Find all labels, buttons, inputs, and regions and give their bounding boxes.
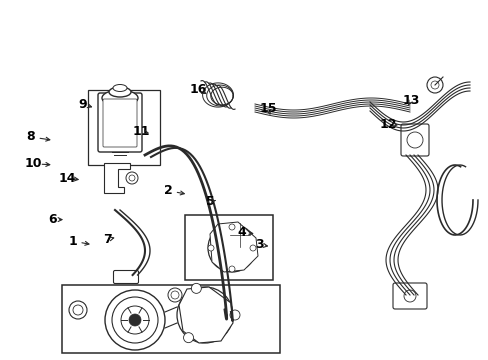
Circle shape: [406, 132, 422, 148]
Text: 15: 15: [259, 102, 276, 114]
Circle shape: [105, 290, 164, 350]
Text: 6: 6: [48, 213, 57, 226]
FancyBboxPatch shape: [225, 217, 253, 253]
Polygon shape: [209, 222, 258, 272]
Circle shape: [112, 297, 158, 343]
Circle shape: [224, 240, 240, 256]
Text: 11: 11: [133, 125, 150, 138]
Ellipse shape: [109, 87, 131, 97]
Text: 10: 10: [24, 157, 42, 170]
Bar: [88, 90, 160, 165]
Circle shape: [228, 266, 235, 272]
Circle shape: [177, 287, 232, 343]
Text: 8: 8: [26, 130, 35, 143]
Text: 1: 1: [69, 235, 78, 248]
Circle shape: [207, 224, 256, 272]
FancyBboxPatch shape: [400, 124, 428, 156]
Circle shape: [191, 283, 201, 293]
Circle shape: [249, 245, 256, 251]
Circle shape: [216, 232, 247, 264]
Text: 12: 12: [379, 118, 397, 131]
Circle shape: [426, 77, 442, 93]
Circle shape: [171, 291, 179, 299]
Ellipse shape: [113, 85, 127, 91]
FancyBboxPatch shape: [392, 283, 426, 309]
Circle shape: [168, 288, 182, 302]
Circle shape: [121, 306, 149, 334]
Bar: [184, 215, 272, 280]
Circle shape: [430, 81, 438, 89]
Circle shape: [69, 301, 87, 319]
Text: 2: 2: [164, 184, 173, 197]
FancyBboxPatch shape: [113, 270, 138, 284]
Circle shape: [183, 333, 193, 343]
Polygon shape: [104, 163, 130, 193]
Circle shape: [229, 310, 240, 320]
Text: 16: 16: [189, 83, 206, 96]
FancyBboxPatch shape: [103, 99, 137, 147]
Text: 3: 3: [254, 238, 263, 251]
Circle shape: [228, 224, 235, 230]
Polygon shape: [179, 287, 232, 343]
Circle shape: [207, 245, 214, 251]
Circle shape: [129, 175, 135, 181]
Text: 9: 9: [79, 98, 87, 111]
Circle shape: [73, 305, 83, 315]
Circle shape: [403, 290, 415, 302]
Circle shape: [129, 314, 141, 326]
Circle shape: [184, 295, 224, 335]
Text: 5: 5: [205, 195, 214, 208]
Text: 4: 4: [237, 226, 246, 239]
Bar: [62, 285, 280, 353]
Circle shape: [126, 172, 138, 184]
Text: 7: 7: [103, 233, 112, 246]
FancyBboxPatch shape: [98, 93, 142, 152]
Ellipse shape: [102, 90, 138, 106]
Text: 13: 13: [401, 94, 419, 107]
Circle shape: [231, 227, 247, 243]
Text: 14: 14: [59, 172, 76, 185]
